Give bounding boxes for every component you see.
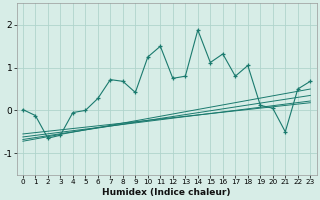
X-axis label: Humidex (Indice chaleur): Humidex (Indice chaleur) <box>102 188 231 197</box>
